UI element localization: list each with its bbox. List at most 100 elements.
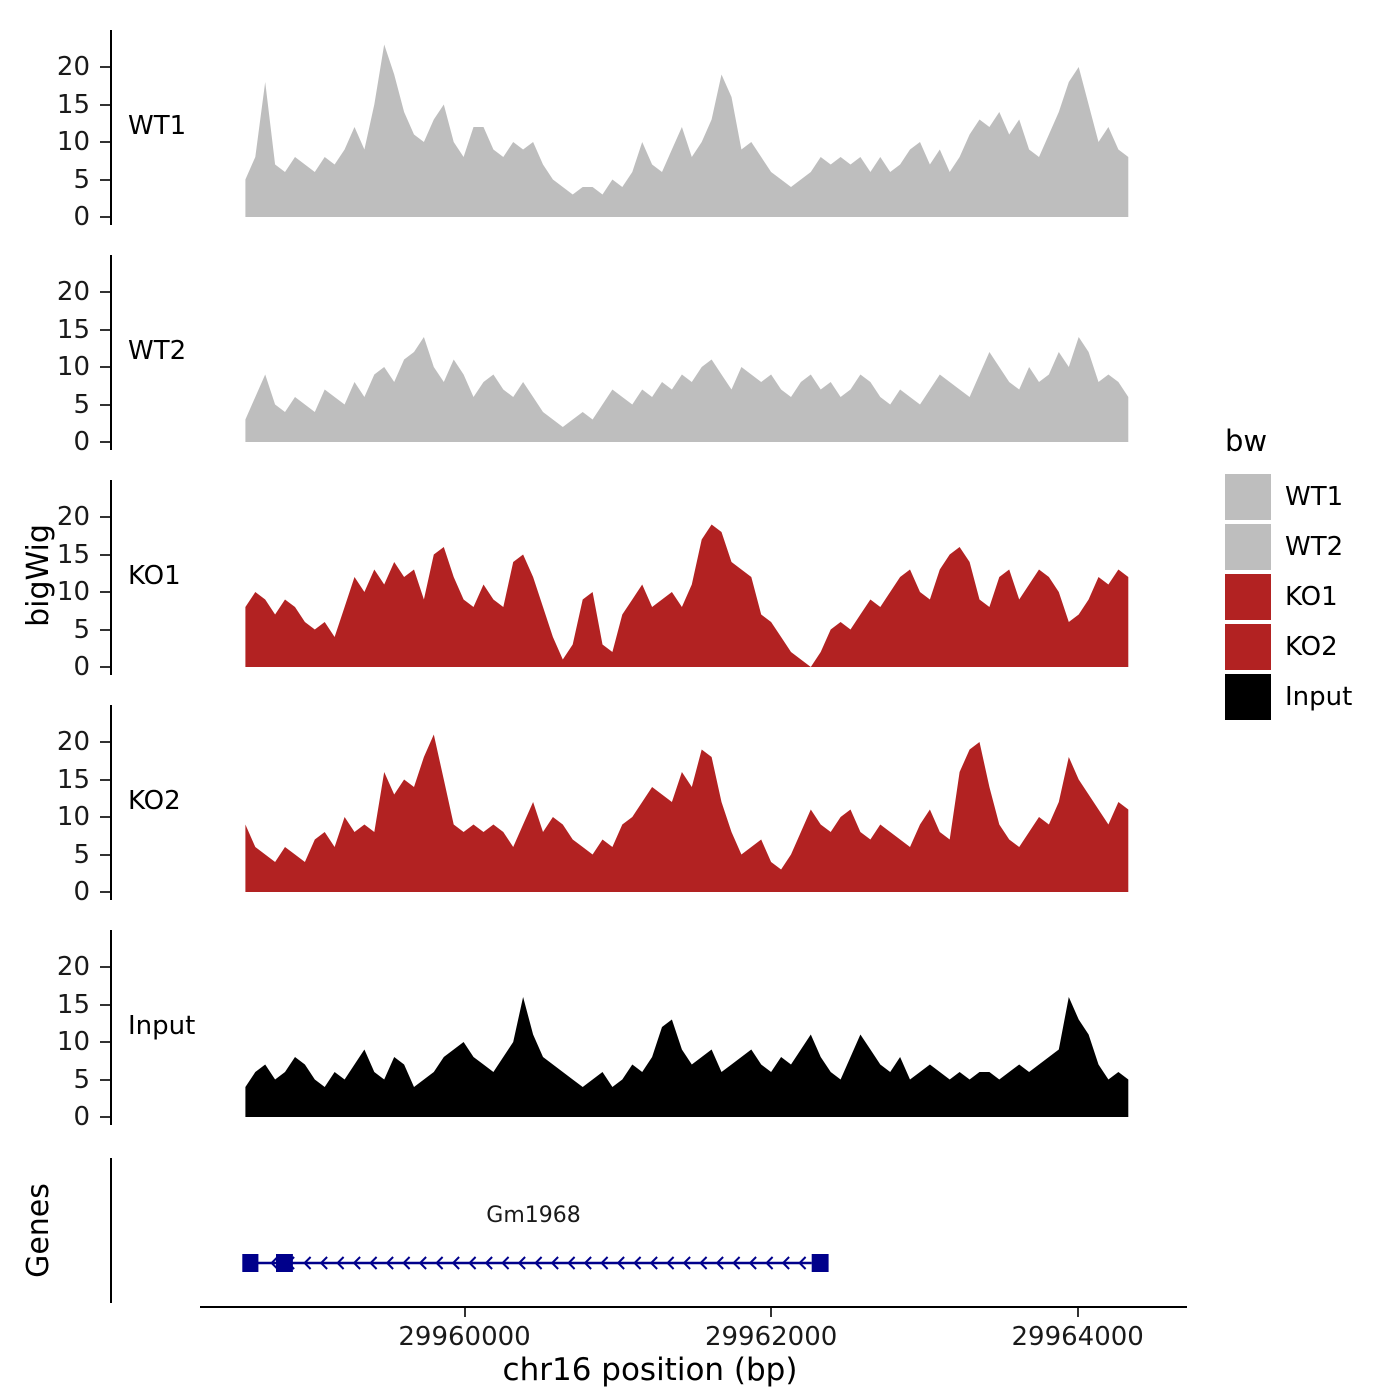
y-tick-mark [100, 516, 110, 518]
gene-exon [276, 1254, 293, 1272]
strand-arrow-left-icon [484, 1256, 493, 1270]
strand-arrow-left-icon [468, 1256, 477, 1270]
y-tick-mark [100, 666, 110, 668]
strand-arrow-left-icon [319, 1256, 328, 1270]
legend-key-swatch-ko2 [1225, 624, 1271, 670]
y-tick-label: 5 [73, 1064, 90, 1095]
y-tick-mark [100, 1041, 110, 1043]
y-tick-label: 0 [73, 427, 90, 457]
strand-arrow-left-icon [385, 1256, 394, 1270]
legend-title: bw [1225, 424, 1268, 458]
x-axis: 29960000 29962000 29964000 [0, 1306, 1400, 1366]
track-row-ko1: 0 5 10 15 20 KO1 [0, 480, 1190, 680]
x-axis-title: chr16 position (bp) [502, 1352, 798, 1388]
strand-arrow-left-icon [451, 1256, 460, 1270]
strand-arrow-left-icon [666, 1256, 675, 1270]
legend-item-input: Input [1225, 674, 1400, 720]
legend-item-wt1: WT1 [1225, 474, 1400, 520]
genes-axis-title-container: Genes [8, 1155, 68, 1305]
gene-track-plot: Gm1968 [242, 1203, 829, 1272]
legend-item-label: Input [1285, 682, 1353, 712]
y-tick-mark [100, 216, 110, 218]
y-tick-label: 15 [56, 989, 90, 1020]
x-tick-mark [770, 1308, 773, 1317]
y-tick-mark [100, 328, 110, 331]
y-tick-label: 0 [73, 652, 90, 682]
x-tick-label: 29960000 [398, 1322, 531, 1352]
strand-arrow-left-icon [270, 1256, 279, 1270]
strand-arrow-left-icon [798, 1256, 807, 1270]
track-row-wt2: 0 5 10 15 20 WT2 [0, 255, 1190, 455]
x-tick-mark [1076, 1308, 1079, 1317]
y-tick-label: 10 [56, 577, 90, 607]
strand-arrow-left-icon [352, 1256, 361, 1270]
y-tick-mark [100, 403, 110, 406]
legend-item-label: WT2 [1285, 532, 1344, 562]
strand-arrow-left-icon [748, 1256, 757, 1270]
y-tick-mark [100, 966, 110, 968]
coverage-area-wt2 [245, 337, 1129, 442]
strand-arrow-left-icon [633, 1256, 642, 1270]
y-tick-label: 5 [73, 389, 90, 420]
strand-arrow-left-icon [336, 1256, 345, 1270]
legend-item-ko1: KO1 [1225, 574, 1400, 620]
strand-arrow-left-icon [286, 1256, 295, 1270]
y-axis-line [110, 705, 112, 900]
y-tick-label: 20 [56, 952, 90, 982]
strand-arrow-left-icon [649, 1256, 658, 1270]
track-panel-input: Input [112, 930, 1185, 1125]
strand-arrow-left-icon [699, 1256, 708, 1270]
y-tick-mark [100, 891, 110, 893]
legend-key-swatch-ko1 [1225, 574, 1271, 620]
coverage-plot-wt2 [245, 337, 1129, 442]
y-tick-label: 10 [56, 127, 90, 157]
gene-name-label: Gm1968 [486, 1203, 580, 1228]
y-tick-label: 5 [73, 164, 90, 195]
legend-item-wt2: WT2 [1225, 524, 1400, 570]
legend-key-swatch-input [1225, 674, 1271, 720]
y-tick-mark [100, 141, 110, 143]
y-tick-label: 0 [73, 1102, 90, 1132]
legend-key-swatch-wt1 [1225, 474, 1271, 520]
legend: bw WT1 WT2 KO1 KO2 Input [1225, 424, 1400, 724]
y-tick-mark [100, 1078, 110, 1081]
strand-arrow-left-icon [583, 1256, 592, 1270]
y-tick-label: 20 [56, 727, 90, 757]
genes-axis-title: Genes [20, 1182, 56, 1278]
strand-arrow-left-icon [501, 1256, 510, 1270]
y-tick-label: 15 [56, 314, 90, 345]
y-tick-mark [100, 778, 110, 781]
track-panel-wt2: WT2 [112, 255, 1185, 450]
strand-arrow-left-icon [765, 1256, 774, 1270]
y-tick-label: 0 [73, 877, 90, 907]
y-tick-mark [100, 66, 110, 68]
track-facet-label-wt2: WT2 [128, 336, 187, 366]
strand-arrow-left-icon [550, 1256, 559, 1270]
track-row-ko2: 0 5 10 15 20 KO2 [0, 705, 1190, 905]
strand-arrow-left-icon [715, 1256, 724, 1270]
x-axis-line [200, 1306, 1187, 1308]
strand-arrow-left-icon [435, 1256, 444, 1270]
legend-item-label: WT1 [1285, 482, 1344, 512]
y-tick-label: 20 [56, 277, 90, 307]
y-tick-mark [100, 366, 110, 368]
track-panel-wt1: WT1 [112, 30, 1185, 225]
legend-item-label: KO2 [1285, 632, 1338, 662]
y-tick-mark [100, 178, 110, 181]
track-panel-ko1: KO1 [112, 480, 1185, 675]
coverage-plot-ko2 [245, 734, 1129, 892]
y-axis-line [110, 30, 112, 225]
strand-arrow-left-icon [732, 1256, 741, 1270]
y-tick-label: 15 [56, 539, 90, 570]
legend-item-label: KO1 [1285, 582, 1338, 612]
legend-items: WT1 WT2 KO1 KO2 Input [1225, 474, 1400, 720]
strand-arrow-left-icon [369, 1256, 378, 1270]
strand-arrow-left-icon [682, 1256, 691, 1270]
strand-arrow-left-icon [534, 1256, 543, 1270]
y-tick-label: 10 [56, 802, 90, 832]
strand-arrow-left-icon [616, 1256, 625, 1270]
x-tick-mark [463, 1308, 466, 1317]
coverage-area-ko2 [245, 734, 1129, 892]
coverage-plot-ko1 [245, 524, 1129, 667]
